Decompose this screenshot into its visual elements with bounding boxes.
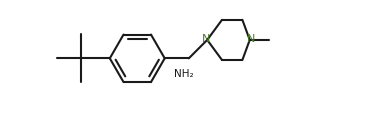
Text: NH₂: NH₂	[174, 69, 194, 79]
Text: N: N	[202, 34, 211, 44]
Text: N: N	[246, 34, 255, 44]
